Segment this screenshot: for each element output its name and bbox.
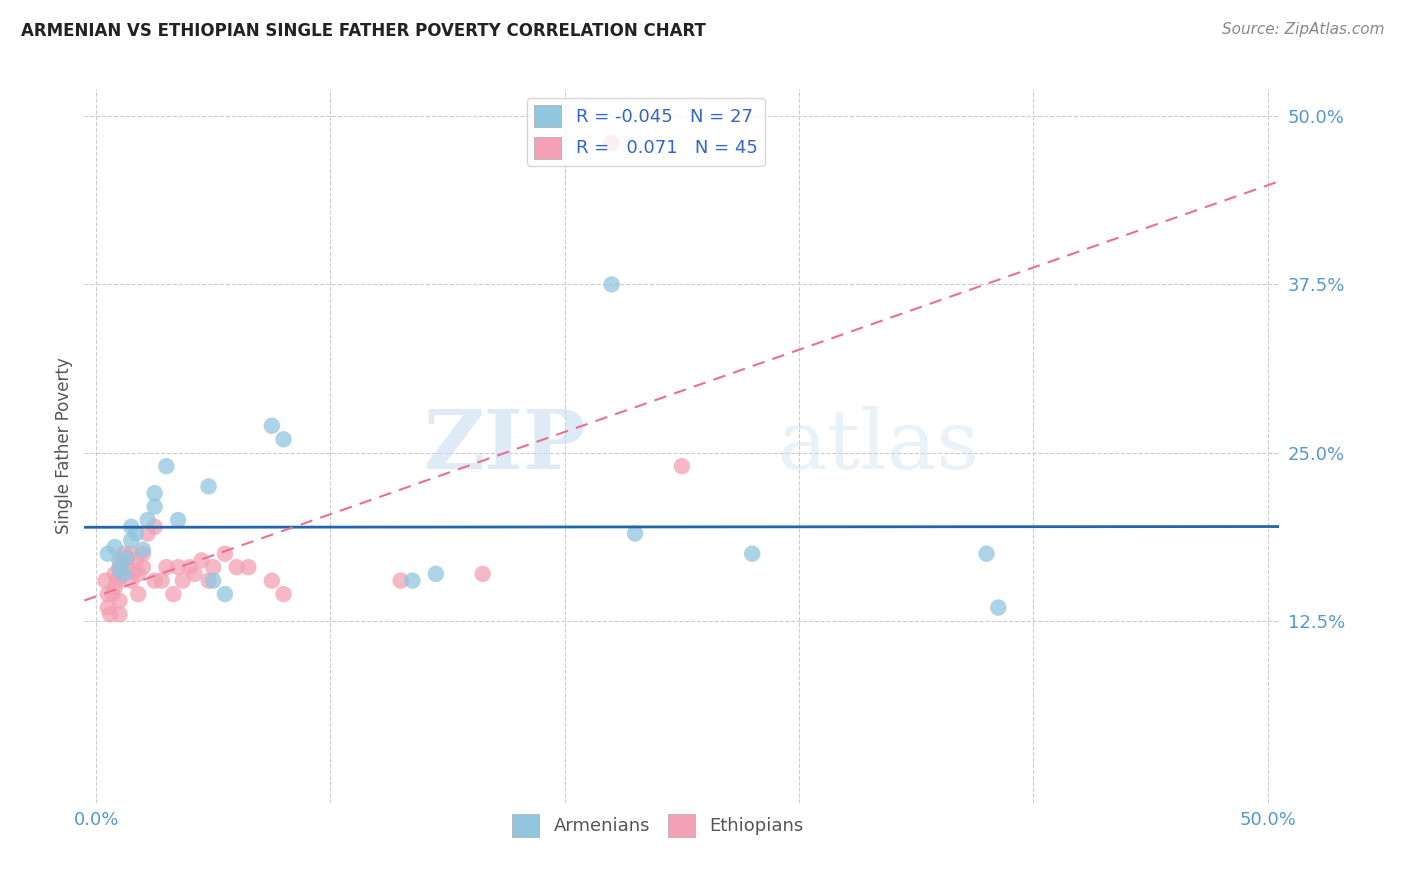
Point [183, 566, 205, 581]
Point [132, 542, 155, 557]
Point [132, 560, 155, 574]
Point [112, 547, 135, 561]
Point [260, 574, 283, 588]
Point [273, 587, 295, 601]
Point [127, 566, 149, 581]
Point [108, 569, 131, 583]
Text: Source: ZipAtlas.com: Source: ZipAtlas.com [1222, 22, 1385, 37]
Point [190, 553, 212, 567]
Point [98, 607, 121, 622]
Point [108, 607, 131, 622]
Point [136, 526, 159, 541]
Point [143, 520, 166, 534]
Text: atlas: atlas [778, 406, 980, 486]
Point [600, 277, 623, 292]
Point [976, 547, 998, 561]
Point [108, 553, 131, 567]
Point [389, 574, 412, 588]
Point [273, 432, 295, 446]
Point [108, 563, 131, 577]
Point [202, 574, 225, 588]
Point [197, 574, 219, 588]
Point [97, 600, 120, 615]
Point [120, 574, 142, 588]
Point [125, 553, 148, 567]
Point [260, 418, 283, 433]
Point [155, 459, 177, 474]
Point [167, 513, 190, 527]
Point [120, 520, 142, 534]
Point [471, 566, 494, 581]
Point [97, 547, 120, 561]
Point [214, 587, 236, 601]
Point [120, 547, 142, 561]
Point [111, 553, 134, 567]
Point [108, 594, 131, 608]
Point [425, 566, 447, 581]
Point [120, 533, 142, 548]
Point [401, 574, 423, 588]
Point [143, 486, 166, 500]
Point [167, 560, 190, 574]
Point [987, 600, 1010, 615]
Legend: Armenians, Ethiopians: Armenians, Ethiopians [505, 807, 811, 844]
Point [155, 560, 177, 574]
Point [132, 547, 155, 561]
Point [108, 560, 131, 574]
Point [671, 459, 693, 474]
Point [136, 513, 159, 527]
Point [162, 587, 184, 601]
Point [225, 560, 247, 574]
Y-axis label: Single Father Poverty: Single Father Poverty [55, 358, 73, 534]
Point [104, 540, 127, 554]
Point [202, 560, 225, 574]
Point [214, 547, 236, 561]
Point [238, 560, 260, 574]
Point [127, 587, 149, 601]
Text: ZIP: ZIP [423, 406, 586, 486]
Point [150, 574, 173, 588]
Point [101, 587, 124, 601]
Point [115, 550, 138, 565]
Point [624, 526, 647, 541]
Point [97, 587, 120, 601]
Point [122, 564, 145, 578]
Point [104, 580, 127, 594]
Point [104, 566, 127, 581]
Point [143, 574, 166, 588]
Point [172, 574, 194, 588]
Point [115, 560, 138, 574]
Point [105, 574, 128, 588]
Point [112, 566, 135, 581]
Point [197, 479, 219, 493]
Point [600, 136, 623, 150]
Point [179, 560, 201, 574]
Text: ARMENIAN VS ETHIOPIAN SINGLE FATHER POVERTY CORRELATION CHART: ARMENIAN VS ETHIOPIAN SINGLE FATHER POVE… [21, 22, 706, 40]
Point [94, 574, 117, 588]
Point [143, 500, 166, 514]
Point [125, 526, 148, 541]
Point [741, 547, 763, 561]
